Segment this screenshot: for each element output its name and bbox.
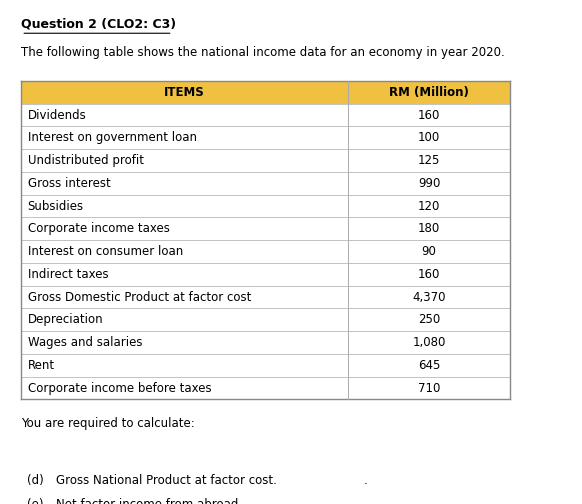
Text: 160: 160 xyxy=(418,108,440,121)
FancyBboxPatch shape xyxy=(22,308,510,331)
Text: Gross interest: Gross interest xyxy=(27,177,111,190)
Text: Corporate income taxes: Corporate income taxes xyxy=(27,222,169,235)
FancyBboxPatch shape xyxy=(22,172,510,195)
Text: Dividends: Dividends xyxy=(27,108,86,121)
FancyBboxPatch shape xyxy=(22,104,510,127)
Text: Interest on consumer loan: Interest on consumer loan xyxy=(27,245,183,258)
Text: 160: 160 xyxy=(418,268,440,281)
Text: Interest on government loan: Interest on government loan xyxy=(27,132,197,144)
Text: Net factor income from abroad.: Net factor income from abroad. xyxy=(56,498,242,504)
FancyBboxPatch shape xyxy=(22,354,510,376)
Text: Rent: Rent xyxy=(27,359,55,372)
Text: Gross Domestic Product at factor cost: Gross Domestic Product at factor cost xyxy=(27,290,251,303)
Text: .: . xyxy=(364,474,368,487)
Text: (e): (e) xyxy=(27,498,43,504)
Text: 990: 990 xyxy=(418,177,440,190)
Text: Indirect taxes: Indirect taxes xyxy=(27,268,108,281)
Text: Depreciation: Depreciation xyxy=(27,313,103,326)
FancyBboxPatch shape xyxy=(22,81,510,104)
FancyBboxPatch shape xyxy=(22,263,510,286)
Text: 645: 645 xyxy=(418,359,440,372)
Text: Gross National Product at factor cost.: Gross National Product at factor cost. xyxy=(56,474,276,487)
Text: Undistributed profit: Undistributed profit xyxy=(27,154,144,167)
FancyBboxPatch shape xyxy=(22,240,510,263)
Text: 180: 180 xyxy=(418,222,440,235)
Text: 710: 710 xyxy=(418,382,440,395)
Text: The following table shows the national income data for an economy in year 2020.: The following table shows the national i… xyxy=(22,46,505,59)
Text: 1,080: 1,080 xyxy=(412,336,446,349)
Text: Question 2 (CLO2: C3): Question 2 (CLO2: C3) xyxy=(22,18,176,31)
FancyBboxPatch shape xyxy=(22,149,510,172)
Text: 125: 125 xyxy=(418,154,440,167)
Text: You are required to calculate:: You are required to calculate: xyxy=(22,417,195,430)
FancyBboxPatch shape xyxy=(22,376,510,399)
Text: RM (Million): RM (Million) xyxy=(389,86,469,99)
Text: 120: 120 xyxy=(418,200,440,213)
Text: 90: 90 xyxy=(421,245,436,258)
Text: Wages and salaries: Wages and salaries xyxy=(27,336,142,349)
FancyBboxPatch shape xyxy=(22,286,510,308)
Text: Corporate income before taxes: Corporate income before taxes xyxy=(27,382,211,395)
Text: ITEMS: ITEMS xyxy=(164,86,205,99)
Text: Subsidies: Subsidies xyxy=(27,200,84,213)
Text: 100: 100 xyxy=(418,132,440,144)
FancyBboxPatch shape xyxy=(22,195,510,217)
FancyBboxPatch shape xyxy=(22,127,510,149)
Text: (d): (d) xyxy=(27,474,43,487)
Text: 4,370: 4,370 xyxy=(412,290,446,303)
Text: 250: 250 xyxy=(418,313,440,326)
FancyBboxPatch shape xyxy=(22,331,510,354)
FancyBboxPatch shape xyxy=(22,217,510,240)
